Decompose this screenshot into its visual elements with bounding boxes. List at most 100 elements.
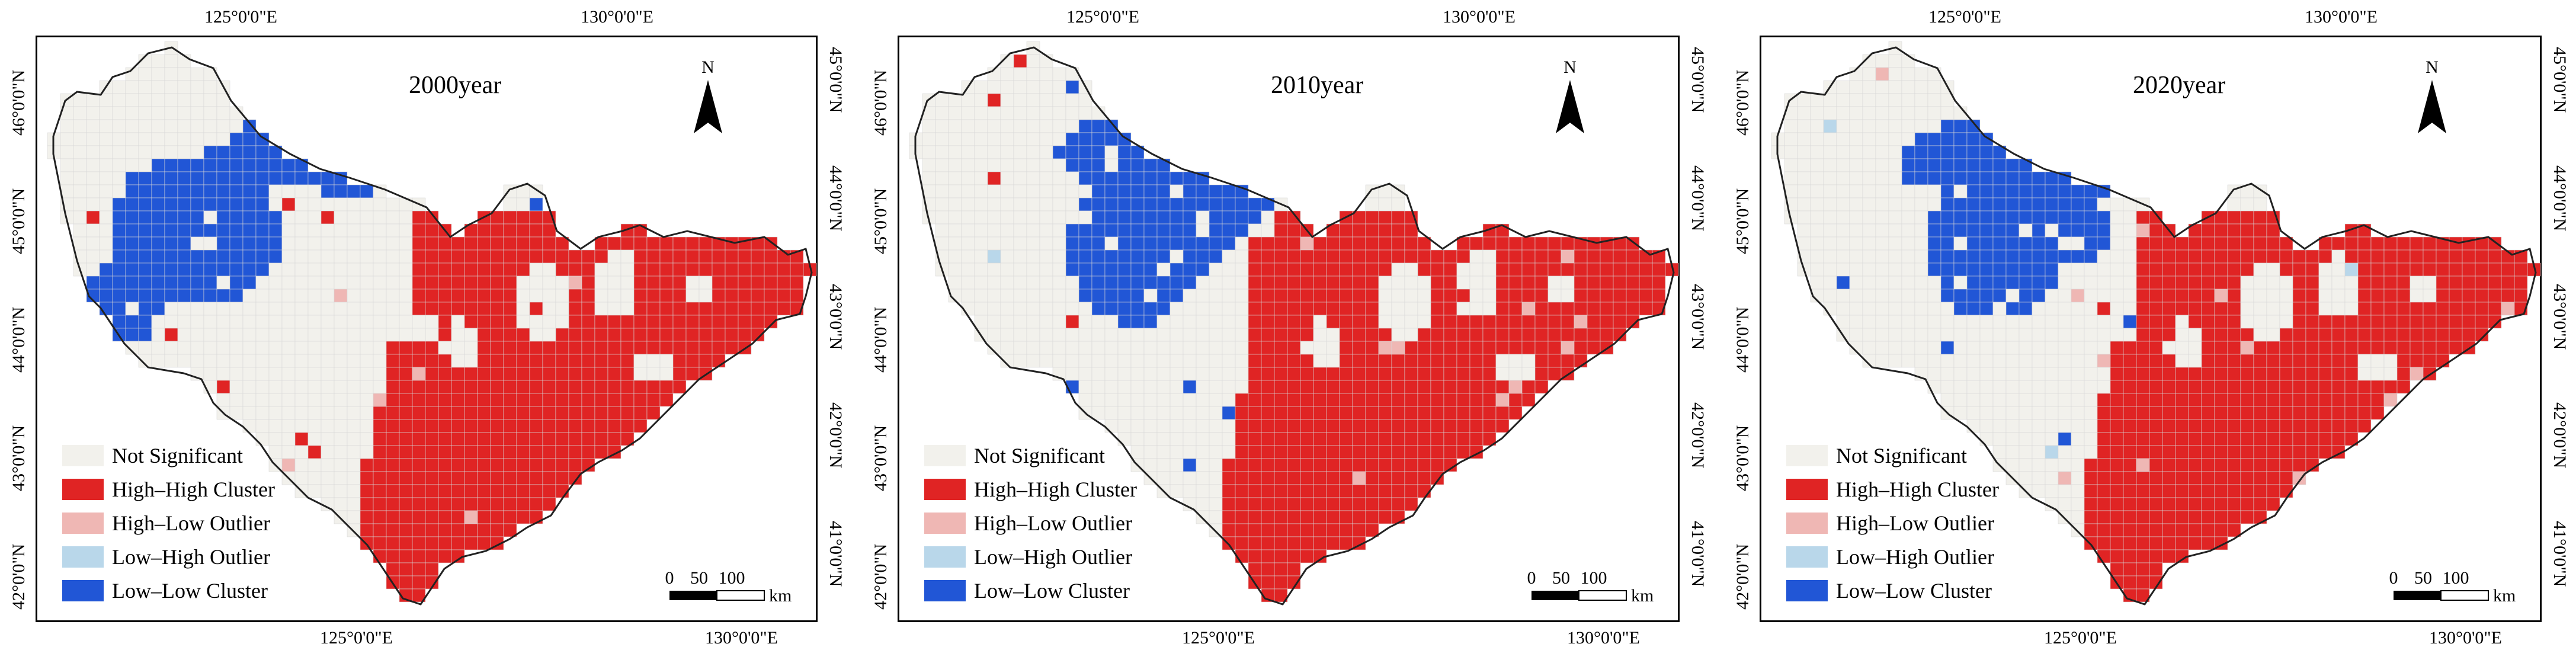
grid-cell xyxy=(1823,236,1837,251)
grid-cell xyxy=(2266,262,2280,277)
grid-cell xyxy=(1156,223,1171,238)
grid-cell xyxy=(1849,158,1863,172)
grid-cell xyxy=(373,419,387,433)
grid-cell xyxy=(2032,419,2046,433)
grid-cell xyxy=(229,210,243,225)
grid-cell xyxy=(1000,119,1014,133)
grid-cell xyxy=(948,145,962,159)
grid-cell xyxy=(2475,276,2489,290)
grid-cell xyxy=(321,354,335,368)
grid-cell xyxy=(1404,471,1418,485)
grid-cell xyxy=(2058,328,2072,342)
grid-cell xyxy=(294,432,309,446)
grid-cell xyxy=(2110,197,2124,212)
grid-cell xyxy=(242,380,257,394)
grid-cell xyxy=(1000,145,1014,159)
grid-cell xyxy=(1875,119,1889,133)
grid-cell xyxy=(464,523,478,537)
grid-cell xyxy=(2410,236,2424,251)
grid-cell xyxy=(581,341,595,355)
grid-cell xyxy=(190,302,204,316)
grid-cell xyxy=(1313,289,1327,303)
grid-cell xyxy=(1862,119,1876,133)
legend-label: Not Significant xyxy=(974,443,1105,467)
grid-cell xyxy=(2266,341,2280,355)
grid-cell xyxy=(1966,197,1981,212)
grid-cell xyxy=(412,406,426,420)
grid-cell xyxy=(1326,406,1340,420)
grid-cell xyxy=(1235,210,1249,225)
grid-cell xyxy=(1901,184,1915,198)
grid-cell xyxy=(2344,276,2359,290)
grid-cell xyxy=(2188,354,2202,368)
grid-cell xyxy=(216,328,230,342)
grid-cell xyxy=(216,262,230,277)
grid-cell xyxy=(125,158,139,172)
grid-cell xyxy=(1901,93,1915,107)
grid-cell xyxy=(2266,445,2280,459)
grid-cell xyxy=(1482,406,1497,420)
grid-cell xyxy=(1914,354,1928,368)
grid-cell xyxy=(1000,276,1014,290)
grid-cell xyxy=(86,223,100,238)
grid-cell xyxy=(2175,380,2189,394)
grid-cell xyxy=(2214,497,2228,511)
grid-cell xyxy=(321,184,335,198)
grid-cell xyxy=(2018,302,2033,316)
grid-cell xyxy=(1417,445,1431,459)
grid-cell xyxy=(620,328,635,342)
grid-cell xyxy=(399,367,413,381)
grid-cell xyxy=(555,380,569,394)
grid-cell xyxy=(516,445,530,459)
left-tick-label: 44°0'0"N xyxy=(1733,306,1752,373)
grid-cell xyxy=(1810,262,1824,277)
grid-cell xyxy=(987,223,1001,238)
grid-cell xyxy=(2292,393,2306,407)
grid-cell xyxy=(294,249,309,264)
grid-cell xyxy=(1300,471,1314,485)
grid-cell xyxy=(1391,432,1405,446)
grid-cell xyxy=(2227,432,2241,446)
grid-cell xyxy=(190,341,204,355)
grid-cell xyxy=(1927,262,1941,277)
grid-cell xyxy=(594,341,608,355)
grid-cell xyxy=(1235,497,1249,511)
grid-cell xyxy=(555,432,569,446)
grid-cell xyxy=(1183,328,1197,342)
grid-cell xyxy=(1156,236,1171,251)
grid-cell xyxy=(1104,132,1119,146)
grid-cell xyxy=(1339,380,1353,394)
grid-cell xyxy=(112,289,126,303)
grid-cell xyxy=(177,276,191,290)
grid-cell xyxy=(190,262,204,277)
grid-cell xyxy=(1966,328,1981,342)
grid-cell xyxy=(1888,171,1902,185)
grid-cell xyxy=(177,197,191,212)
grid-cell xyxy=(529,445,543,459)
grid-cell xyxy=(1914,236,1928,251)
grid-cell xyxy=(2097,223,2111,238)
grid-cell xyxy=(1797,132,1811,146)
grid-cell xyxy=(1313,328,1327,342)
grid-cell xyxy=(1261,328,1275,342)
grid-cell xyxy=(1992,262,2007,277)
grid-cell xyxy=(2410,367,2424,381)
grid-cell xyxy=(86,262,100,277)
grid-cell xyxy=(2331,393,2346,407)
grid-cell xyxy=(1927,354,1941,368)
grid-cell xyxy=(203,276,217,290)
grid-cell xyxy=(2318,380,2333,394)
grid-cell xyxy=(399,276,413,290)
legend-item: High–High Cluster xyxy=(1786,472,1999,506)
grid-cell xyxy=(360,367,374,381)
grid-cell xyxy=(1130,302,1145,316)
grid-cell xyxy=(1992,315,2007,329)
grid-cell xyxy=(216,184,230,198)
grid-cell xyxy=(1992,276,2007,290)
grid-cell xyxy=(203,341,217,355)
grid-cell xyxy=(399,249,413,264)
grid-cell xyxy=(1417,276,1431,290)
grid-cell xyxy=(633,315,648,329)
grid-cell xyxy=(1248,406,1262,420)
grid-cell xyxy=(1391,445,1405,459)
